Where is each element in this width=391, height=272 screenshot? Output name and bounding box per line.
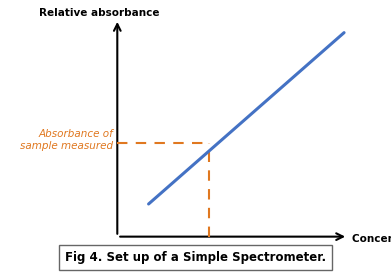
Text: Fig 4. Set up of a Simple Spectrometer.: Fig 4. Set up of a Simple Spectrometer. <box>65 251 326 264</box>
Text: Relative absorbance: Relative absorbance <box>39 8 160 18</box>
Text: Unknown
concentration: Unknown concentration <box>173 248 245 269</box>
Text: Absorbance of
sample measured: Absorbance of sample measured <box>20 129 113 151</box>
Text: Concentration of ion: Concentration of ion <box>352 234 391 244</box>
